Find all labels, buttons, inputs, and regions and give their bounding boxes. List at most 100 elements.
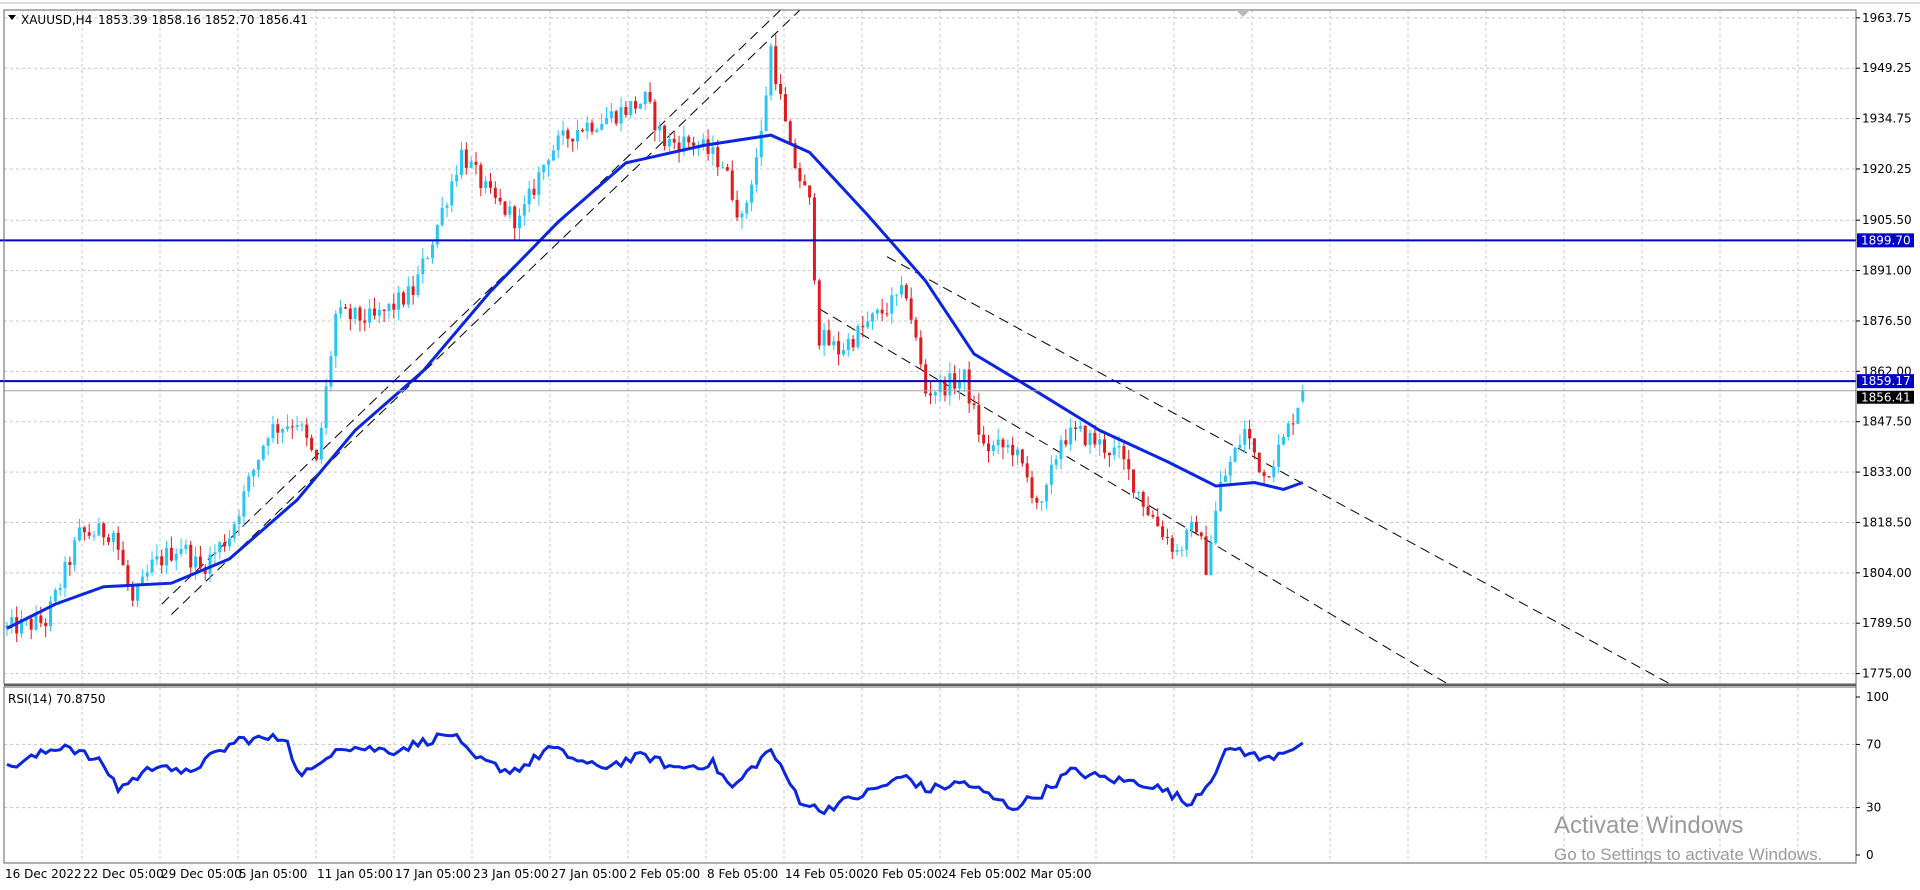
candle <box>788 119 792 144</box>
dropdown-triangle-icon[interactable] <box>8 15 16 20</box>
candle <box>1248 419 1252 450</box>
candle-body <box>518 215 522 229</box>
candle <box>672 131 676 150</box>
time-axis-label: 22 Dec 05:00 <box>83 867 164 881</box>
candle <box>252 468 256 488</box>
candle <box>223 534 227 552</box>
candle-body <box>189 544 193 568</box>
candle-body <box>203 567 207 574</box>
moving-average-line <box>6 133 1304 630</box>
candle-body <box>1040 501 1044 503</box>
candle <box>285 414 289 432</box>
candle <box>198 546 202 572</box>
candle <box>435 224 439 249</box>
candle <box>837 331 841 366</box>
candle-body <box>1093 432 1097 445</box>
candle <box>169 536 173 562</box>
candle <box>663 124 667 151</box>
candle <box>1045 483 1049 510</box>
candle-body <box>49 601 53 627</box>
candle <box>329 351 333 392</box>
candle-body <box>764 95 768 131</box>
candle <box>527 180 531 213</box>
candle-body <box>208 554 212 574</box>
candle-body <box>634 101 638 109</box>
candle <box>1228 455 1232 486</box>
candle <box>300 421 304 432</box>
main-pane-border <box>3 9 1857 685</box>
candle-body <box>745 202 749 214</box>
candle <box>189 540 193 577</box>
time-axis-label: 23 Jan 05:00 <box>473 867 549 881</box>
candle-body <box>169 547 173 561</box>
candle <box>1035 495 1039 510</box>
current-price-tag-bg <box>1857 390 1914 404</box>
candle-body <box>885 313 889 315</box>
candle <box>261 444 265 462</box>
trend-channel-lines <box>161 9 1671 685</box>
candle-body <box>706 139 710 154</box>
candle-body <box>300 424 304 426</box>
candle-body <box>967 369 971 404</box>
candle-body <box>962 369 966 381</box>
candle-body <box>982 434 986 444</box>
time-axis-label: 2 Feb 05:00 <box>629 867 700 881</box>
candle-body <box>938 380 942 393</box>
candle-body <box>1257 452 1261 473</box>
candle <box>1272 459 1276 483</box>
candle-body <box>82 527 86 533</box>
candle-body <box>793 143 797 169</box>
candle <box>919 330 923 370</box>
candle <box>1040 500 1044 512</box>
candle <box>430 240 434 264</box>
price-axis-label: 1775.00 <box>1862 667 1912 681</box>
candle <box>556 130 560 159</box>
candle-body <box>1194 522 1198 533</box>
candle-body <box>353 307 357 320</box>
candle-body <box>445 205 449 208</box>
candle <box>817 278 821 350</box>
candle <box>479 162 483 197</box>
candle-body <box>1252 438 1256 453</box>
candle <box>82 526 86 541</box>
candle-body <box>909 298 913 320</box>
candle-body <box>870 313 874 322</box>
current-price-tag: 1856.41 <box>1861 391 1911 405</box>
candle-body <box>1296 408 1300 424</box>
candle-body <box>783 94 787 122</box>
scroll-shift-marker[interactable] <box>1236 10 1250 17</box>
candle <box>508 200 512 219</box>
candle-body <box>716 147 720 168</box>
rsi-axis-label: 100 <box>1866 690 1889 704</box>
grid <box>4 10 1856 863</box>
candle-body <box>1064 440 1068 445</box>
candle-body <box>160 556 164 566</box>
candle-body <box>1045 484 1049 502</box>
candle <box>914 316 918 341</box>
candle-body <box>1011 444 1015 456</box>
candle-body <box>614 111 618 124</box>
candle-body <box>721 167 725 169</box>
candle-body <box>1156 516 1160 527</box>
candle <box>711 135 715 166</box>
candle-body <box>1078 425 1082 430</box>
candle <box>503 200 507 217</box>
candle-body <box>561 130 565 136</box>
candle-body <box>372 308 376 316</box>
candle <box>1088 429 1092 454</box>
candle <box>571 138 575 152</box>
candle <box>29 616 33 640</box>
candle <box>324 378 328 435</box>
candle <box>353 307 357 325</box>
price-axis-label: 1949.25 <box>1862 61 1912 75</box>
candle <box>1243 420 1247 453</box>
candle-body <box>513 206 517 229</box>
candle-body <box>914 319 918 338</box>
candle <box>1267 475 1271 479</box>
candle-body <box>1107 452 1111 456</box>
candle <box>440 196 444 228</box>
candle-body <box>692 142 696 146</box>
candle-body <box>677 142 681 152</box>
candle-body <box>145 572 149 577</box>
candle <box>595 127 599 133</box>
